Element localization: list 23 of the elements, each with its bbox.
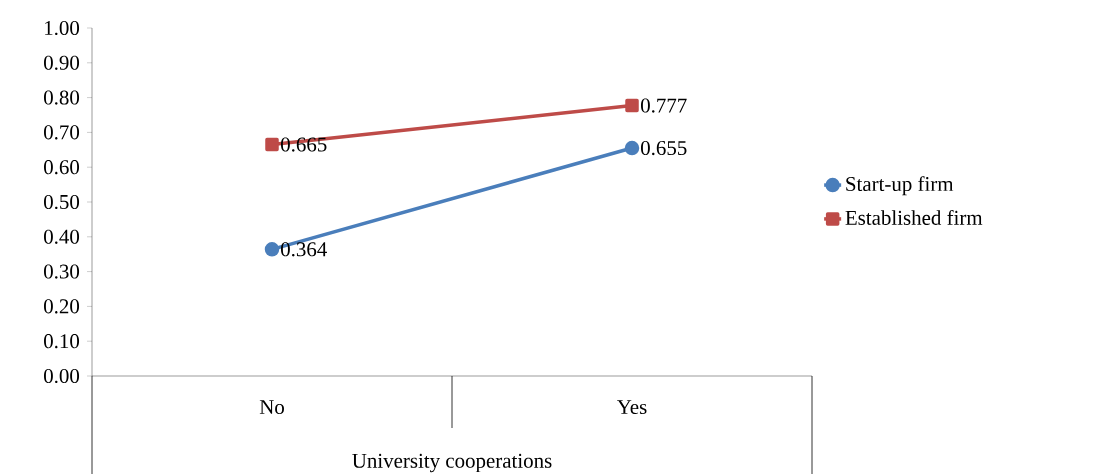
y-tick-label: 0.40: [44, 229, 80, 244]
y-tick-label: 0.70: [44, 125, 80, 140]
point: [264, 242, 280, 257]
point: [624, 140, 640, 156]
x-tick-label: Yes: [617, 400, 647, 415]
y-tick-label: 0.60: [44, 160, 80, 175]
x-tick-label: No: [259, 400, 284, 415]
y-tick-label: 0.10: [44, 334, 80, 349]
y-tick-label: 0.50: [44, 194, 80, 210]
y-tick-label: 0.30: [44, 264, 80, 279]
data-label: 0.777: [641, 98, 687, 113]
data-label: 0.364: [281, 242, 327, 257]
y-tick-label: 0.80: [44, 90, 80, 105]
y-tick-label: 0.20: [44, 299, 80, 314]
point: [625, 98, 639, 113]
data-label: 0.655: [641, 140, 687, 156]
x-axis-title: University cooperations: [352, 453, 552, 473]
y-tick-label: 0.00: [44, 368, 80, 384]
legend-label: Start-up firm: [846, 176, 954, 196]
legend-label: Established firm: [845, 209, 983, 225]
point: [265, 137, 279, 152]
y-tick-label: 0.90: [44, 55, 80, 70]
y-tick-label: 1.00: [45, 20, 80, 36]
